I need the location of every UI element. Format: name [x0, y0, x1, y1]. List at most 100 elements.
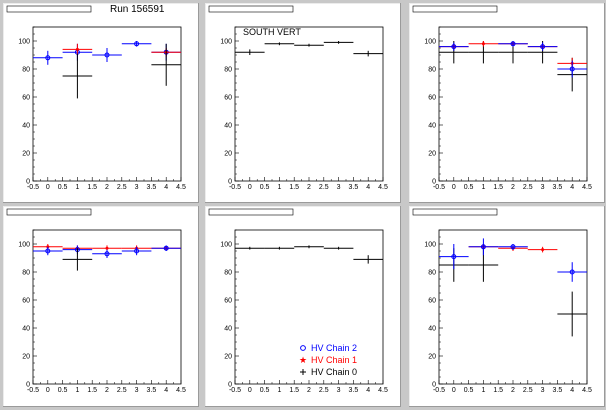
y-tick-label: 0 [26, 179, 30, 186]
x-tick-label: 2.5 [117, 184, 127, 191]
x-tick-label: 1 [75, 184, 79, 191]
y-tick-label: 40 [22, 123, 30, 130]
legend-label: HV Chain 1 [311, 355, 357, 365]
x-tick-label: 1 [277, 184, 281, 191]
chart-pad-3: -0.5 0 0.5 1 1.5 2 2.5 3 3.5 4 4.5 0 20 40 60 80 100 [409, 3, 605, 203]
circle-marker [134, 41, 140, 47]
chart-pad-2: -0.5 0 0.5 1 1.5 2 2.5 3 3.5 4 4.5 0 20 40 60 80 100 SOUT… [205, 3, 401, 203]
pad-background [3, 206, 199, 407]
y-tick-label: 80 [22, 67, 30, 74]
pad-background [409, 3, 605, 203]
y-tick-label: 80 [428, 67, 436, 74]
x-tick-label: 0.5 [464, 184, 474, 191]
data-point [151, 43, 181, 86]
data-point [294, 43, 324, 47]
data-point [33, 246, 63, 256]
x-tick-label: 2 [105, 184, 109, 191]
x-tick-label: 2.5 [319, 387, 329, 394]
x-tick-label: 3 [337, 387, 341, 394]
chart-pad-5: -0.5 0 0.5 1 1.5 2 2.5 3 3.5 4 4.5 0 20 40 60 80 100 HV C… [205, 206, 401, 407]
x-tick-label: -0.5 [433, 387, 445, 394]
data-point [92, 48, 122, 62]
y-tick-label: 100 [424, 39, 436, 46]
pad-background [409, 206, 605, 407]
y-tick-label: 60 [428, 95, 436, 102]
y-tick-label: 80 [224, 67, 232, 74]
data-point [62, 53, 93, 99]
data-point [353, 50, 383, 57]
x-tick-label: 4 [366, 184, 370, 191]
legend-circle-icon [300, 345, 306, 351]
y-tick-label: 0 [228, 382, 232, 389]
data-point [439, 42, 469, 51]
y-tick-label: 0 [432, 179, 436, 186]
circle-marker [134, 248, 140, 254]
x-tick-label: 3 [135, 387, 139, 394]
data-point [468, 41, 499, 47]
data-point [235, 49, 265, 55]
hist-title-box [6, 208, 92, 216]
chart-2: -0.5 0 0.5 1 1.5 2 2.5 3 3.5 4 4.5020406080100SOUT… [205, 3, 401, 203]
x-tick-label: 4.5 [582, 184, 592, 191]
data-point [557, 262, 587, 282]
hist-title-box [412, 5, 498, 13]
star-marker [75, 47, 79, 51]
x-tick-label: 0.5 [58, 387, 68, 394]
y-tick-label: 20 [428, 354, 436, 361]
circle-marker [510, 244, 516, 250]
circle-marker [163, 245, 169, 251]
x-tick-label: 1 [75, 387, 79, 394]
y-tick-label: 100 [18, 242, 30, 249]
y-tick-label: 80 [428, 270, 436, 277]
x-tick-label: 2.5 [117, 387, 127, 394]
x-tick-label: 2.5 [523, 184, 533, 191]
circle-marker [569, 66, 575, 72]
x-tick-label: -0.5 [27, 387, 39, 394]
chart-pad-1: -0.5 0 0.5 1 1.5 2 2.5 3 3.5 4 4.5 0 20 40 60 80 100 [3, 3, 199, 203]
y-tick-label: 40 [428, 326, 436, 333]
x-tick-label: 4.5 [176, 387, 186, 394]
data-point [323, 246, 354, 250]
pad-background [205, 3, 401, 203]
circle-marker [451, 254, 457, 260]
x-tick-label: 3 [337, 184, 341, 191]
x-tick-label: 1 [277, 387, 281, 394]
x-tick-label: 1.5 [289, 184, 299, 191]
data-point [121, 41, 152, 47]
y-tick-label: 100 [424, 242, 436, 249]
x-tick-label: 4 [366, 387, 370, 394]
x-tick-label: 2 [511, 184, 515, 191]
y-tick-label: 40 [22, 326, 30, 333]
circle-marker [45, 248, 51, 254]
x-tick-label: 3.5 [553, 387, 563, 394]
y-tick-label: 100 [220, 39, 232, 46]
x-tick-label: 0 [46, 387, 50, 394]
hist-title-box [208, 208, 294, 216]
x-tick-label: 1.5 [493, 387, 503, 394]
x-tick-label: 4 [164, 184, 168, 191]
inner-title: SOUTH VERT [243, 27, 301, 37]
circle-marker [480, 244, 486, 250]
data-point [468, 238, 499, 256]
x-tick-label: 3.5 [147, 387, 157, 394]
data-point [92, 249, 122, 258]
data-point [264, 246, 295, 250]
circle-marker [451, 44, 457, 50]
legend-label: HV Chain 2 [311, 343, 357, 353]
data-point [33, 50, 63, 65]
data-point [527, 246, 558, 253]
x-tick-label: 4.5 [176, 184, 186, 191]
legend-label: HV Chain 0 [311, 367, 357, 377]
hist-title-box [412, 208, 498, 216]
x-tick-label: 0 [46, 184, 50, 191]
legend-entry: HV Chain 0 [300, 367, 357, 377]
y-tick-label: 40 [224, 123, 232, 130]
pad-background [3, 3, 199, 203]
data-point [62, 43, 93, 55]
star-marker [105, 246, 109, 250]
y-tick-label: 20 [224, 151, 232, 158]
y-tick-label: 0 [26, 382, 30, 389]
